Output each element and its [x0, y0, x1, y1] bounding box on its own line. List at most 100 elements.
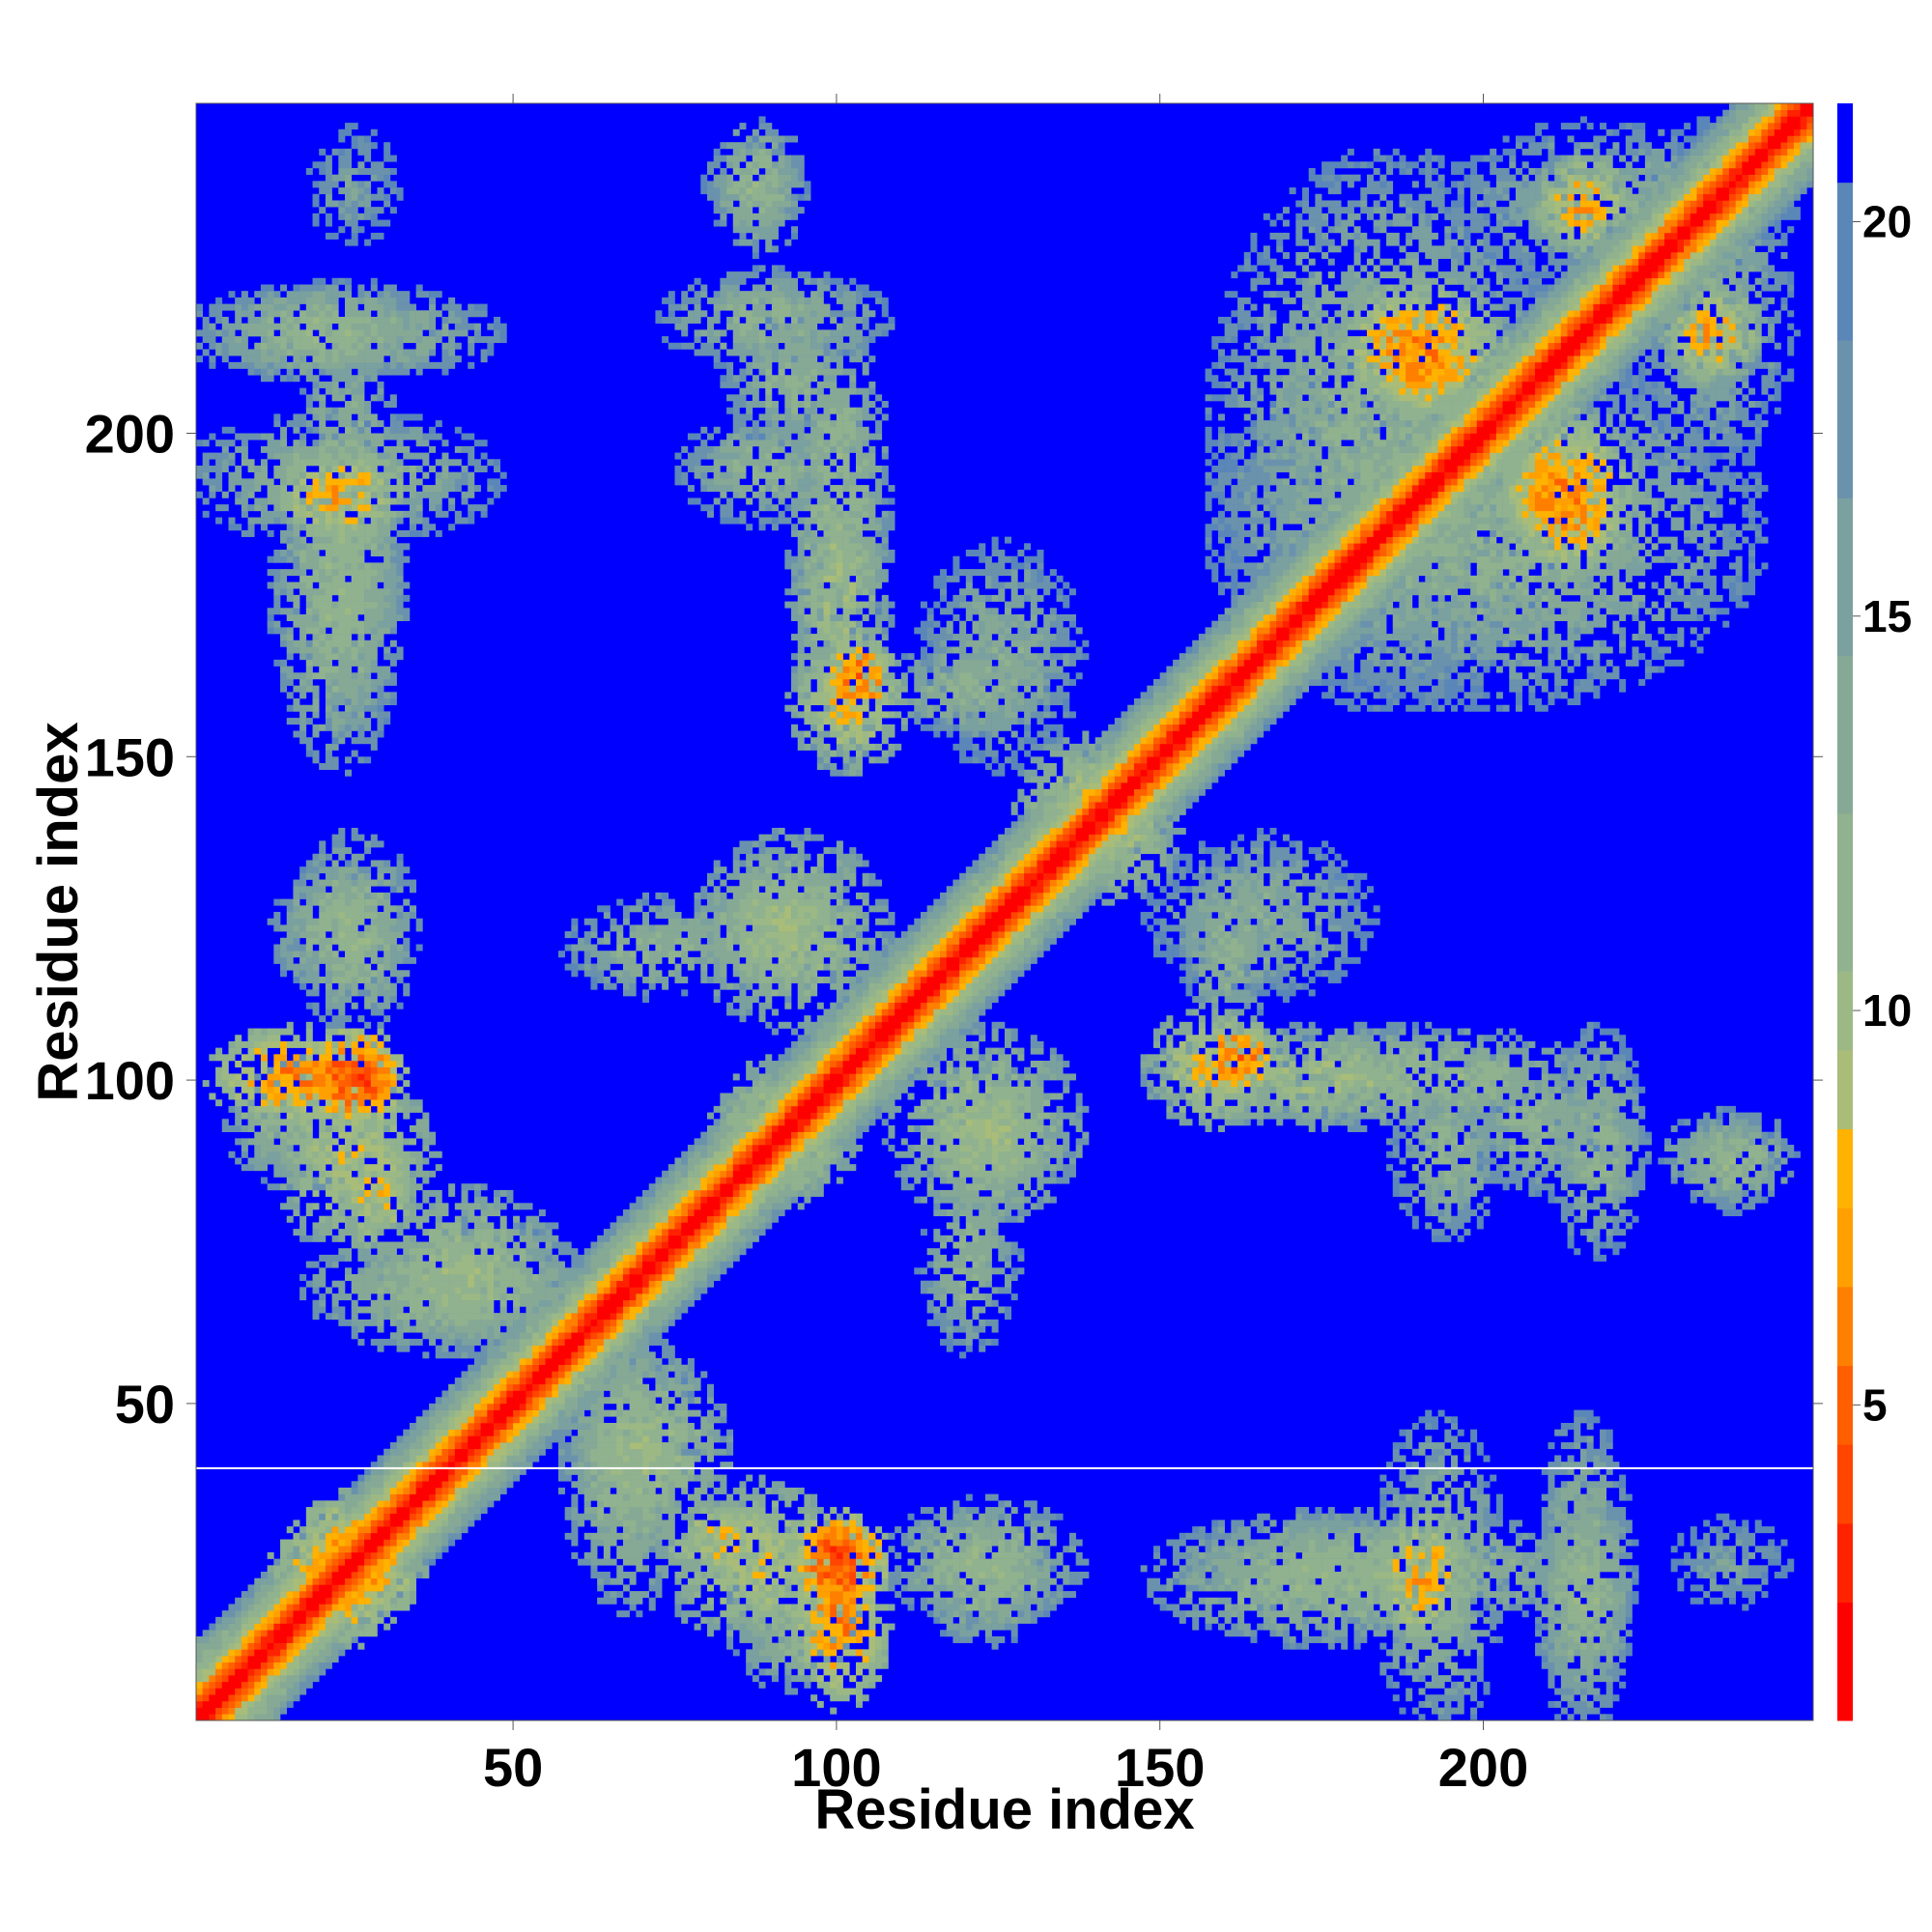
heatmap-cell	[513, 1345, 521, 1352]
heatmap-cell	[293, 1616, 300, 1624]
heatmap-cell	[202, 1694, 210, 1702]
heatmap-cell	[364, 510, 372, 518]
heatmap-cell	[370, 601, 378, 609]
heatmap-cell	[370, 1565, 378, 1573]
heatmap-cell	[403, 452, 411, 460]
heatmap-cell	[422, 355, 430, 363]
heatmap-cell	[345, 646, 353, 654]
heatmap-cell	[345, 905, 353, 913]
heatmap-cell	[448, 303, 456, 311]
heatmap-cell	[293, 1093, 300, 1100]
heatmap-cell	[377, 1164, 384, 1172]
heatmap-cell	[396, 1325, 404, 1333]
heatmap-cell	[364, 937, 372, 945]
heatmap-cell	[280, 1131, 288, 1139]
heatmap-cell	[273, 368, 281, 376]
heatmap-cell	[312, 860, 320, 867]
heatmap-cell	[441, 1422, 449, 1430]
heatmap-cell	[415, 1474, 423, 1482]
heatmap-cell	[429, 1513, 437, 1520]
heatmap-cell	[338, 1196, 346, 1204]
heatmap-cell	[396, 355, 404, 363]
heatmap-cell	[299, 912, 307, 919]
heatmap-cell	[299, 1642, 307, 1650]
heatmap-cell	[389, 956, 397, 964]
heatmap-cell	[384, 1546, 391, 1553]
heatmap-cell	[241, 1610, 248, 1618]
heatmap-cell	[312, 1086, 320, 1094]
heatmap-cell	[305, 1131, 313, 1139]
heatmap-cell	[454, 1487, 462, 1494]
heatmap-cell	[247, 1112, 255, 1120]
heatmap-cell	[241, 1124, 248, 1132]
heatmap-cell	[480, 303, 488, 311]
heatmap-cell	[228, 303, 236, 311]
heatmap-cell	[293, 1119, 300, 1126]
heatmap-cell	[345, 329, 353, 337]
heatmap-cell	[196, 1656, 203, 1663]
heatmap-cell	[331, 1157, 339, 1165]
heatmap-cell	[267, 440, 274, 447]
heatmap-cell	[319, 452, 327, 460]
heatmap-cell	[384, 1520, 391, 1527]
heatmap-cell	[473, 1493, 481, 1501]
heatmap-cell	[429, 1546, 437, 1553]
heatmap-cell	[557, 1487, 565, 1494]
heatmap-cell	[545, 1442, 553, 1450]
heatmap-cell	[364, 1047, 372, 1055]
heatmap-cell	[241, 355, 248, 363]
heatmap-cell	[293, 1203, 300, 1210]
heatmap-cell	[461, 1332, 469, 1340]
heatmap-cell	[409, 1597, 416, 1605]
heatmap-cell	[396, 1099, 404, 1107]
heatmap-cell	[415, 1507, 423, 1515]
heatmap-cell	[351, 1319, 358, 1326]
heatmap-cell	[364, 924, 372, 932]
heatmap-cell	[532, 1442, 540, 1450]
heatmap-cell	[494, 491, 501, 498]
heatmap-cell	[473, 504, 481, 512]
heatmap-cell	[338, 1151, 346, 1158]
heatmap-cell	[280, 452, 288, 460]
heatmap-cell	[331, 543, 339, 551]
heatmap-cell	[532, 1383, 540, 1391]
heatmap-cell	[319, 562, 327, 570]
heatmap-cell	[209, 1714, 216, 1721]
heatmap-cell	[202, 452, 210, 460]
heatmap-cell	[267, 1694, 274, 1702]
heatmap-cell	[305, 1591, 313, 1599]
heatmap-cell	[312, 1565, 320, 1573]
heatmap-cell	[403, 1209, 411, 1217]
heatmap-cell	[357, 918, 365, 925]
heatmap-cell	[461, 1299, 469, 1307]
heatmap-cell	[280, 1635, 288, 1643]
heatmap-cell	[377, 1338, 384, 1346]
heatmap-cell	[441, 1442, 449, 1450]
heatmap-cell	[370, 860, 378, 867]
heatmap-cell	[235, 1124, 242, 1132]
heatmap-cell	[435, 1299, 442, 1307]
heatmap-cell	[513, 1332, 521, 1340]
heatmap-cell	[345, 148, 353, 156]
heatmap-cell	[480, 1209, 488, 1217]
heatmap-cell	[396, 1532, 404, 1540]
heatmap-cell	[319, 342, 327, 350]
heatmap-cell	[221, 1688, 229, 1695]
heatmap-cell	[370, 277, 378, 285]
heatmap-cell	[364, 1500, 372, 1508]
heatmap-cell	[357, 336, 365, 344]
heatmap-cell	[235, 1700, 242, 1708]
heatmap-cell	[403, 329, 411, 337]
heatmap-cell	[221, 1119, 229, 1126]
heatmap-cell	[377, 1189, 384, 1197]
heatmap-cell	[293, 375, 300, 383]
heatmap-cell	[312, 1604, 320, 1611]
heatmap-cell	[370, 174, 378, 182]
heatmap-cell	[357, 562, 365, 570]
heatmap-cell	[286, 944, 294, 952]
heatmap-cell	[480, 1215, 488, 1223]
heatmap-cell	[357, 867, 365, 874]
heatmap-cell	[448, 316, 456, 324]
heatmap-cell	[357, 310, 365, 318]
heatmap-cell	[384, 982, 391, 990]
